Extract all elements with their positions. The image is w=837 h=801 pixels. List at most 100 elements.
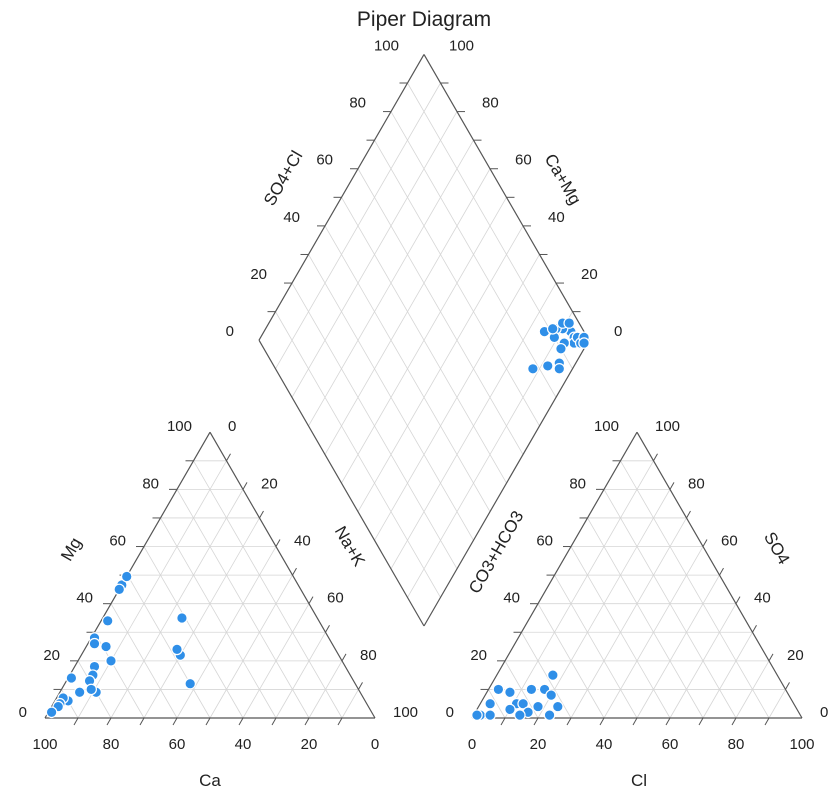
- diamond-data-point: [555, 342, 567, 355]
- anion-grid-line: [636, 574, 720, 719]
- anion-grid-line: [570, 517, 687, 719]
- diamond-data-point: [546, 322, 559, 335]
- anion-tick-mark: [785, 682, 790, 690]
- cation-bottom-tick-label: 20: [301, 736, 318, 753]
- cation-bottom-tick-label: 60: [169, 736, 186, 753]
- cation-tick-mark: [304, 717, 310, 726]
- diamond-data-point: [563, 317, 575, 329]
- cation-data-point: [171, 643, 183, 656]
- anion-tick-mark: [735, 596, 741, 604]
- anion-grid-line: [537, 603, 605, 719]
- anion-data-point: [551, 700, 564, 713]
- anion-data-point: [545, 689, 557, 701]
- diamond-left-tick-label: 40: [283, 209, 300, 226]
- cation-left-tick-label: 40: [76, 590, 93, 607]
- diamond-right-tick-label: 40: [548, 209, 565, 226]
- anion-data-point: [532, 700, 544, 713]
- anion-right-tick-label: 40: [754, 590, 771, 607]
- anion-left-tick-label: 20: [470, 647, 487, 664]
- diamond-right-tick-label: 100: [449, 37, 474, 54]
- cation-tick-mark: [358, 682, 363, 690]
- anion-grid-line: [768, 689, 786, 719]
- cation-data-point: [184, 677, 196, 690]
- diamond-grid-line: [407, 311, 573, 598]
- anion-left-tick-label: 60: [536, 533, 553, 550]
- anion-grid-line: [504, 660, 539, 719]
- anion-tick-mark: [768, 653, 774, 662]
- cation-tick-mark: [292, 567, 297, 576]
- cation-tick-mark: [308, 596, 314, 604]
- diamond-axis-lower-right: [423, 339, 590, 627]
- cation-data-point: [176, 612, 188, 624]
- anion-data-point: [471, 709, 483, 721]
- diamond-right-tick-label: 80: [482, 95, 499, 112]
- diamond-grid-line: [357, 168, 524, 455]
- diamond-grid-line: [407, 82, 573, 369]
- cation-data-point: [120, 570, 133, 583]
- anion-data-point: [492, 683, 505, 696]
- cation-bottom-tick-label: 0: [371, 736, 379, 753]
- cation-grid-line: [341, 689, 359, 719]
- cation-grid-line: [209, 574, 293, 719]
- anion-tick-mark: [731, 717, 737, 726]
- cation-bottom-tick-label: 80: [103, 736, 120, 753]
- anion-tick-mark: [702, 539, 708, 547]
- anion-grid-line: [603, 489, 737, 719]
- anion-tick-mark: [632, 717, 638, 726]
- anion-bottom-axis-label: Cl: [631, 771, 647, 790]
- diamond-left-tick-label: 60: [316, 152, 333, 169]
- cation-right-tick-label: 60: [327, 590, 344, 607]
- points-layer: [45, 317, 590, 721]
- anion-right-axis-label: SO4: [760, 529, 793, 568]
- anion-grid-line: [570, 546, 671, 719]
- cation-grid-line: [275, 632, 326, 719]
- anion-tick-mark: [500, 717, 506, 726]
- cation-data-point: [113, 583, 126, 596]
- diamond-data-point: [578, 337, 590, 349]
- cation-tick-mark: [106, 717, 112, 726]
- cation-right-tick-label: 20: [261, 475, 278, 492]
- cation-data-point: [45, 706, 58, 719]
- anion-grid-line: [620, 460, 770, 719]
- anion-data-point: [504, 703, 516, 716]
- chart-title: Piper Diagram: [357, 8, 491, 31]
- anion-left-tick-label: 40: [503, 590, 520, 607]
- anion-data-point: [547, 669, 559, 681]
- anion-tick-mark: [669, 482, 675, 490]
- anion-bottom-tick-label: 0: [468, 736, 476, 753]
- cation-right-tick-label: 0: [228, 418, 236, 435]
- anion-tick-mark: [764, 717, 770, 726]
- anion-left-tick-label: 0: [446, 704, 454, 721]
- cation-grid-line: [110, 603, 178, 719]
- diamond-grid-line: [390, 111, 557, 398]
- cation-grid-line: [127, 574, 211, 719]
- anion-left-axis-label: CO3+HCO3: [465, 508, 528, 597]
- grid-layer: [61, 82, 786, 719]
- diamond-data-point: [527, 362, 539, 375]
- anion-left-tick-label: 100: [594, 418, 619, 435]
- diamond-left-tick-label: 20: [250, 266, 267, 283]
- anion-grid-line: [488, 689, 506, 719]
- anion-right-tick-label: 0: [820, 704, 828, 721]
- anion-bottom-tick-label: 60: [662, 736, 679, 753]
- diamond-grid-line: [374, 254, 540, 541]
- anion-left-tick-label: 80: [569, 475, 586, 492]
- anion-grid-line: [587, 517, 704, 719]
- cation-bottom-axis-label: Ca: [199, 771, 221, 790]
- anion-grid-line: [504, 460, 654, 719]
- diamond-right-tick-label: 0: [614, 323, 622, 340]
- anion-tick-mark: [698, 717, 704, 726]
- anion-grid-line: [554, 574, 638, 719]
- axes-layer: [44, 54, 803, 726]
- anion-data-point: [543, 709, 556, 721]
- cation-tick-mark: [205, 717, 211, 726]
- cation-left-tick-label: 100: [167, 418, 192, 435]
- anion-data-point: [504, 686, 516, 699]
- anion-data-point: [517, 697, 529, 710]
- cation-left-tick-label: 0: [19, 704, 27, 721]
- cation-left-tick-label: 80: [142, 475, 159, 492]
- cation-grid-line: [160, 517, 277, 719]
- diamond-left-tick-label: 100: [374, 37, 399, 54]
